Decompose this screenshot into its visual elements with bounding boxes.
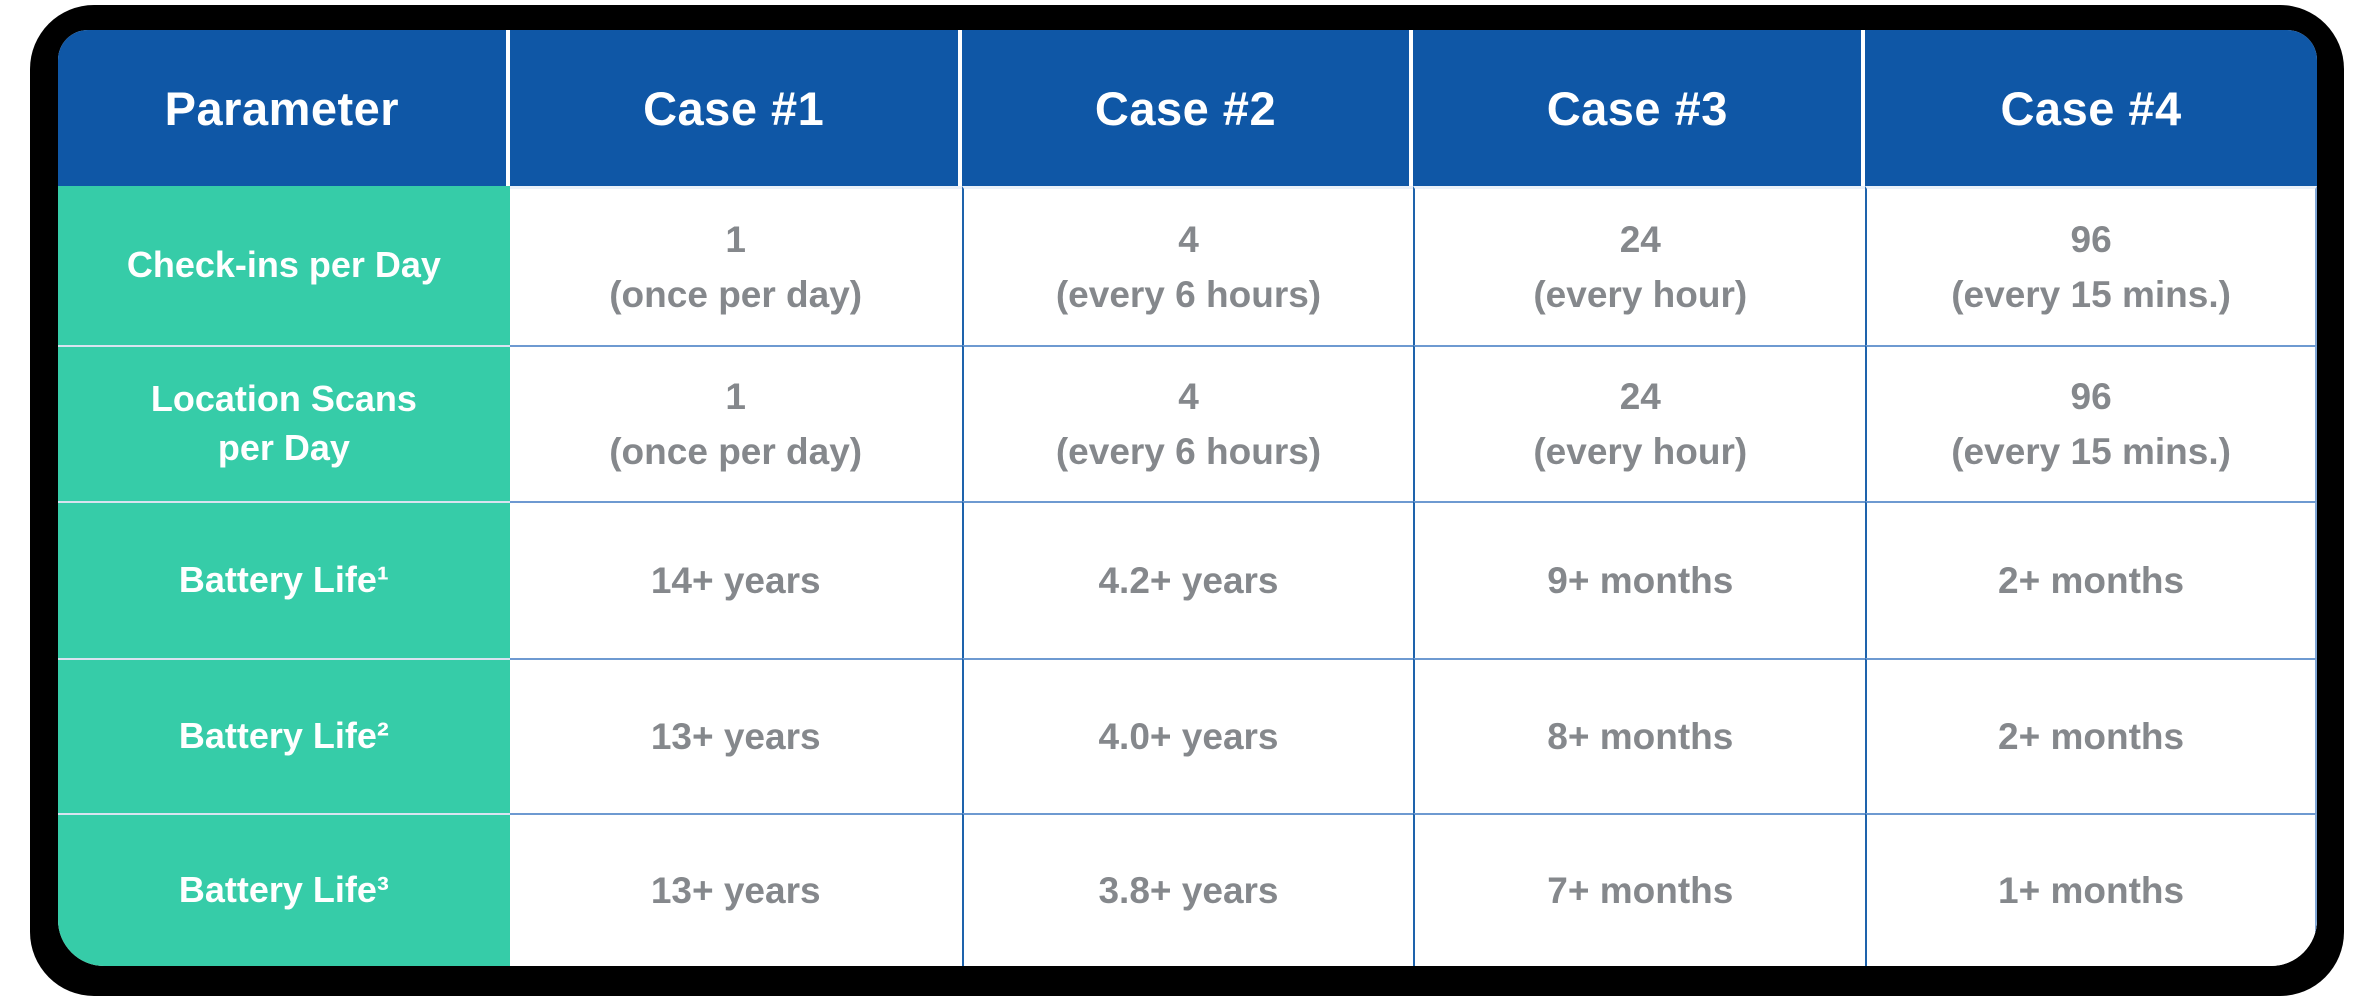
row-header-battery-life-1: Battery Life¹ xyxy=(58,501,510,658)
row-header-label: Battery Life¹ xyxy=(178,559,389,601)
table-cell-batterylife3-case1: 13+ years xyxy=(509,813,962,966)
table-cell-batterylife2-case1: 13+ years xyxy=(509,658,962,813)
cell-value: 4.0+ years xyxy=(1098,715,1279,757)
table-cell-batterylife3-case2: 3.8+ years xyxy=(961,813,1414,966)
cell-value: 1+ months xyxy=(1998,869,2185,911)
table-cell-batterylife2-case4: 2+ months xyxy=(1865,658,2317,813)
table-cell-batterylife1-case2: 4.2+ years xyxy=(961,501,1414,658)
cell-value-note: (every 6 hours) xyxy=(1055,431,1322,472)
cell-value: 96 xyxy=(2070,218,2112,260)
cell-value: 24 xyxy=(1619,375,1661,417)
header-case-4: Case #4 xyxy=(1865,30,2317,186)
row-header-location-scans-per-day: Location Scans per Day xyxy=(58,345,510,501)
table-cell-locationscans-case4: 96 (every 15 mins.) xyxy=(1865,345,2317,501)
table-cell-checkins-case2: 4 (every 6 hours) xyxy=(961,186,1414,345)
table-cell-locationscans-case3: 24 (every hour) xyxy=(1413,345,1866,501)
cell-value: 4 xyxy=(1178,218,1199,260)
header-case-2: Case #2 xyxy=(961,30,1414,186)
cell-value: 96 xyxy=(2070,375,2112,417)
cell-value: 7+ months xyxy=(1547,869,1734,911)
table-cell-locationscans-case2: 4 (every 6 hours) xyxy=(961,345,1414,501)
cell-value: 14+ years xyxy=(650,559,821,601)
table-cell-checkins-case1: 1 (once per day) xyxy=(509,186,962,345)
table-cell-batterylife1-case4: 2+ months xyxy=(1865,501,2317,658)
cell-value-note: (once per day) xyxy=(609,274,863,315)
cell-value: 1 xyxy=(725,375,746,417)
table-cell-checkins-case3: 24 (every hour) xyxy=(1413,186,1866,345)
cell-value: 9+ months xyxy=(1547,559,1734,601)
comparison-table: Parameter Case #1 Case #2 Case #3 Case #… xyxy=(58,30,2317,966)
table-cell-batterylife2-case3: 8+ months xyxy=(1413,658,1866,813)
cell-value-note: (every 15 mins.) xyxy=(1951,431,2231,472)
table-cell-batterylife2-case2: 4.0+ years xyxy=(961,658,1414,813)
header-label: Parameter xyxy=(164,81,400,135)
cell-value-note: (once per day) xyxy=(609,431,863,472)
cell-value-note: (every hour) xyxy=(1533,274,1748,315)
cell-value-note: (every 15 mins.) xyxy=(1951,274,2231,315)
row-header-battery-life-2: Battery Life² xyxy=(58,658,510,813)
cell-value: 13+ years xyxy=(650,715,821,757)
table-cell-checkins-case4: 96 (every 15 mins.) xyxy=(1865,186,2317,345)
row-header-checkins-per-day: Check-ins per Day xyxy=(58,186,510,345)
header-case-3: Case #3 xyxy=(1413,30,1866,186)
table-frame: Parameter Case #1 Case #2 Case #3 Case #… xyxy=(30,5,2344,996)
header-parameter: Parameter xyxy=(58,30,510,186)
row-header-label: Check-ins per Day xyxy=(126,244,441,286)
table-cell-locationscans-case1: 1 (once per day) xyxy=(509,345,962,501)
row-header-label: Battery Life³ xyxy=(178,869,389,911)
cell-value: 2+ months xyxy=(1998,559,2185,601)
table-cell-batterylife3-case3: 7+ months xyxy=(1413,813,1866,966)
header-label: Case #3 xyxy=(1546,81,1728,135)
cell-value: 1 xyxy=(725,218,746,260)
cell-value-note: (every 6 hours) xyxy=(1055,274,1322,315)
table-cell-batterylife1-case1: 14+ years xyxy=(509,501,962,658)
row-header-label: per Day xyxy=(217,427,350,468)
header-label: Case #4 xyxy=(2000,81,2182,135)
cell-value: 13+ years xyxy=(650,869,821,911)
cell-value-note: (every hour) xyxy=(1533,431,1748,472)
row-header-label: Location Scans xyxy=(150,378,417,420)
cell-value: 4 xyxy=(1178,375,1199,417)
cell-value: 4.2+ years xyxy=(1098,559,1279,601)
row-header-battery-life-3: Battery Life³ xyxy=(58,813,510,966)
cell-value: 2+ months xyxy=(1998,715,2185,757)
cell-value: 3.8+ years xyxy=(1098,869,1279,911)
cell-value: 8+ months xyxy=(1547,715,1734,757)
header-case-1: Case #1 xyxy=(509,30,962,186)
row-header-label: Battery Life² xyxy=(178,715,389,757)
header-label: Case #1 xyxy=(643,81,825,135)
header-label: Case #2 xyxy=(1094,81,1277,135)
table-cell-batterylife3-case4: 1+ months xyxy=(1865,813,2317,966)
cell-value: 24 xyxy=(1619,218,1661,260)
table-cell-batterylife1-case3: 9+ months xyxy=(1413,501,1866,658)
